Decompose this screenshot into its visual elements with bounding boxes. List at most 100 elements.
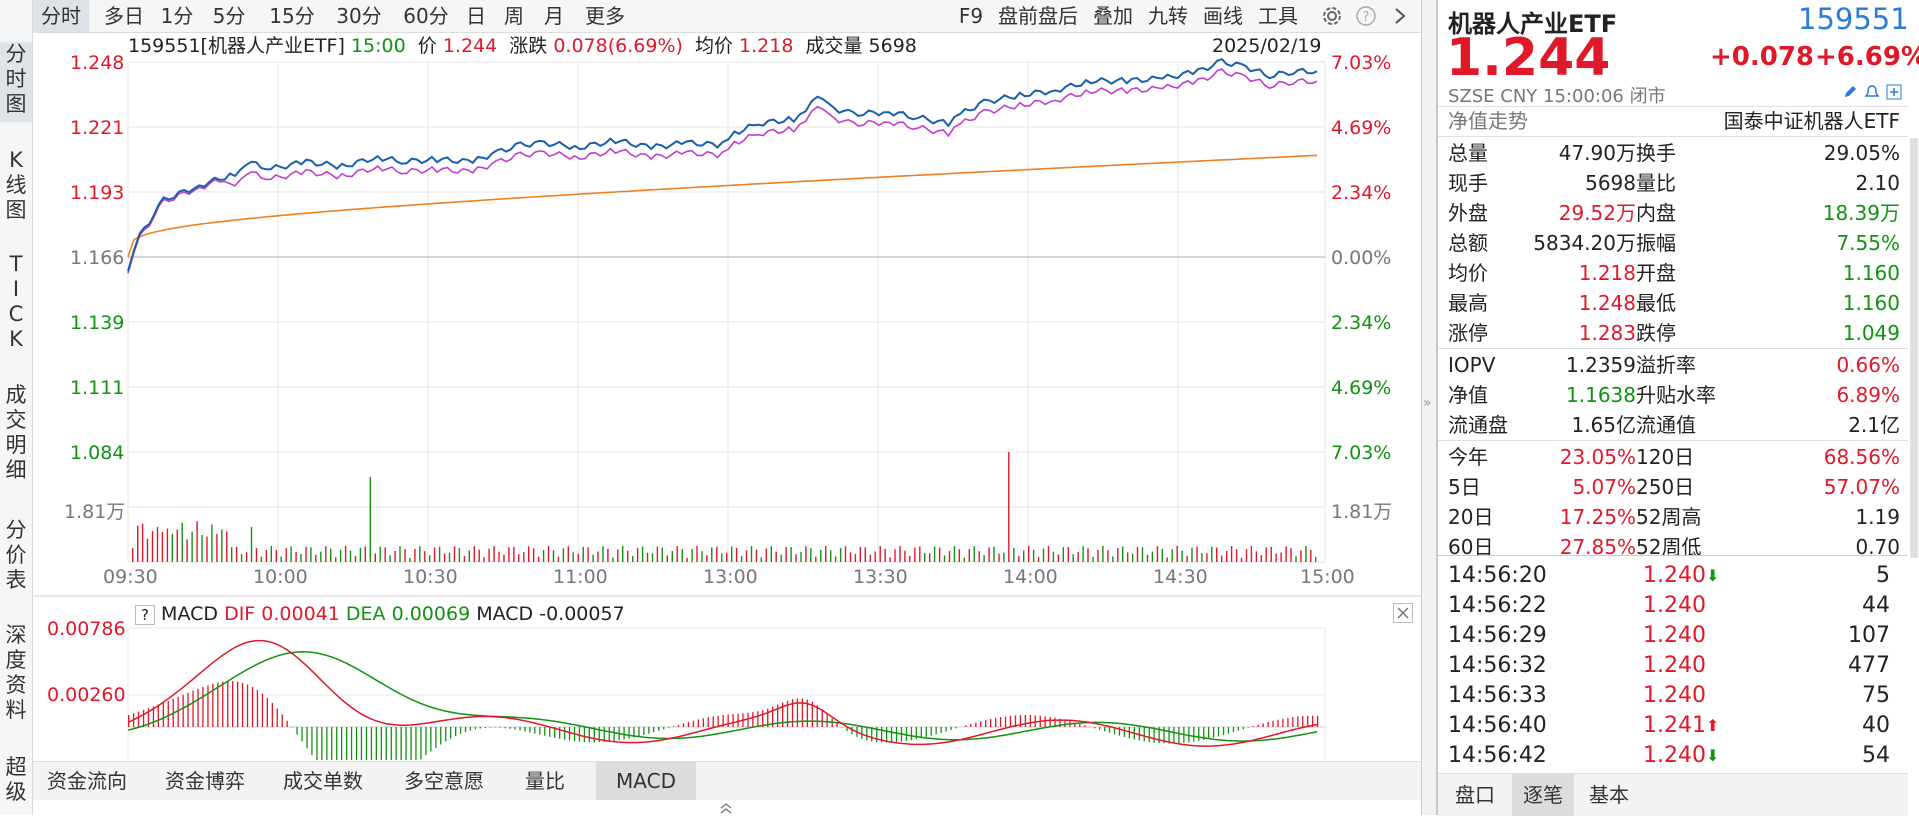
volume-bar bbox=[1073, 554, 1074, 562]
volume-bar bbox=[672, 551, 673, 562]
add-watchlist-icon[interactable] bbox=[1886, 84, 1902, 104]
macd-histogram bbox=[128, 681, 1318, 760]
dif-label: DIF bbox=[224, 603, 255, 625]
volume-bar bbox=[850, 552, 851, 562]
volume-bar bbox=[682, 549, 683, 562]
macd-bar bbox=[609, 727, 610, 742]
macd-bar bbox=[648, 727, 649, 734]
volume-bar bbox=[607, 549, 608, 562]
macd-name: MACD bbox=[161, 603, 218, 625]
volume-bar bbox=[701, 551, 702, 562]
tab-fund-flow[interactable]: 资金流向 bbox=[33, 762, 141, 800]
volume-bar bbox=[340, 550, 341, 563]
macd-bar bbox=[1248, 727, 1249, 728]
macd-bar bbox=[143, 710, 144, 727]
tab-bull-bear[interactable]: 多空意愿 bbox=[390, 762, 498, 800]
tick-price: 1.240 bbox=[1643, 741, 1706, 771]
macd-bar bbox=[197, 689, 198, 727]
tick-price: 1.240 bbox=[1643, 651, 1706, 681]
volume-bar bbox=[909, 556, 910, 562]
volume-bar bbox=[1251, 546, 1252, 562]
macd-bar bbox=[945, 727, 946, 731]
tick-price: 1.241 bbox=[1643, 711, 1706, 741]
vtab-price-table[interactable]: 分价表 bbox=[0, 518, 32, 598]
volume-bar bbox=[315, 555, 316, 562]
volume-bar bbox=[1172, 549, 1173, 562]
security-code: 159551 bbox=[1798, 2, 1909, 36]
macd-bar bbox=[931, 727, 932, 736]
stat-label-2: 流通值 bbox=[1636, 410, 1696, 440]
dif-value: 0.00041 bbox=[261, 603, 340, 625]
left-vertical-tabs: 分时图 K线图 TICK 成交明细 分价表 深度资料 超级 bbox=[0, 0, 33, 815]
macd-bar bbox=[643, 727, 644, 735]
price-change: +0.078 bbox=[1710, 42, 1814, 72]
vtab-depth[interactable]: 深度资料 bbox=[0, 623, 32, 728]
collapse-icon[interactable]: » bbox=[1423, 395, 1432, 411]
dea-value: 0.00069 bbox=[392, 603, 471, 625]
macd-bar bbox=[316, 727, 317, 760]
vtab-trades[interactable]: 成交明细 bbox=[0, 383, 32, 488]
macd-bar bbox=[693, 721, 694, 727]
edit-icon[interactable] bbox=[1842, 84, 1858, 104]
volume-bar bbox=[1191, 548, 1192, 562]
close-icon[interactable] bbox=[1393, 603, 1413, 623]
stat-label-1: 最高 bbox=[1448, 288, 1488, 318]
tab-volume-ratio[interactable]: 量比 bbox=[510, 762, 580, 800]
macd-bar bbox=[1168, 727, 1169, 744]
vtab-intraday[interactable]: 分时图 bbox=[0, 42, 32, 122]
vtab-tick[interactable]: TICK bbox=[0, 252, 32, 357]
macd-bar bbox=[1178, 727, 1179, 743]
stat-label-1: 均价 bbox=[1448, 258, 1488, 288]
macd-bar bbox=[440, 727, 441, 745]
tab-tick-by-tick[interactable]: 逐笔 bbox=[1512, 774, 1574, 816]
y-left-3: 1.166 bbox=[70, 247, 124, 269]
vtab-label: K线图 bbox=[5, 148, 27, 223]
x-label-7: 14:30 bbox=[1153, 566, 1208, 588]
macd-help-icon[interactable]: ? bbox=[135, 605, 155, 625]
macd-bar bbox=[1025, 715, 1026, 727]
macd-bar bbox=[306, 727, 307, 748]
macd-bar bbox=[435, 727, 436, 748]
macd-bar bbox=[559, 727, 560, 739]
volume-bar bbox=[1276, 554, 1277, 562]
vtab-kline[interactable]: K线图 bbox=[0, 148, 32, 228]
volume-bar bbox=[988, 547, 989, 562]
volume-bar bbox=[894, 549, 895, 562]
volume-bar bbox=[721, 554, 722, 563]
panel-splitter[interactable]: » bbox=[1421, 0, 1437, 815]
tick-price: 1.240 bbox=[1643, 681, 1706, 711]
volume-bar bbox=[880, 546, 881, 562]
volume-bar bbox=[375, 553, 376, 562]
volume-bar bbox=[266, 550, 267, 562]
volume-bar bbox=[1008, 452, 1009, 562]
nav-trend-row[interactable]: 净值走势 国泰中证机器人ETF bbox=[1438, 106, 1908, 136]
tab-fund-game[interactable]: 资金博弈 bbox=[151, 762, 259, 800]
volume-bar bbox=[1033, 550, 1034, 562]
volume-bar bbox=[860, 547, 861, 562]
x-label-3: 11:00 bbox=[553, 566, 608, 588]
y-left-5: 1.111 bbox=[70, 377, 124, 399]
macd-bar bbox=[282, 714, 283, 727]
tab-trade-count[interactable]: 成交单数 bbox=[269, 762, 377, 800]
scrollbar[interactable] bbox=[1910, 138, 1918, 558]
stat-value-2: 0.66% bbox=[1836, 350, 1900, 380]
volume-bar bbox=[1092, 557, 1093, 562]
volume-bar bbox=[855, 554, 856, 562]
volume-bar bbox=[493, 546, 494, 562]
tab-order-book[interactable]: 盘口 bbox=[1446, 774, 1504, 816]
stat-value-1: 1.218 bbox=[1579, 258, 1636, 288]
stat-value-1: 5834.20万 bbox=[1533, 228, 1636, 258]
vtab-label: 超级 bbox=[5, 755, 27, 805]
alert-bell-icon[interactable] bbox=[1864, 84, 1880, 104]
volume-bar bbox=[647, 553, 648, 562]
y-right-4: 2.34% bbox=[1331, 312, 1391, 334]
macd-bar bbox=[1213, 727, 1214, 738]
tab-macd[interactable]: MACD bbox=[596, 762, 696, 800]
avg-price-line bbox=[128, 69, 1317, 273]
volume-bar bbox=[1186, 556, 1187, 562]
expand-up-icon[interactable] bbox=[718, 800, 734, 819]
macd-bar bbox=[737, 714, 738, 727]
volume-bar bbox=[1122, 546, 1123, 562]
vtab-super[interactable]: 超级 bbox=[0, 755, 32, 815]
tab-basic-info[interactable]: 基本 bbox=[1580, 774, 1638, 816]
